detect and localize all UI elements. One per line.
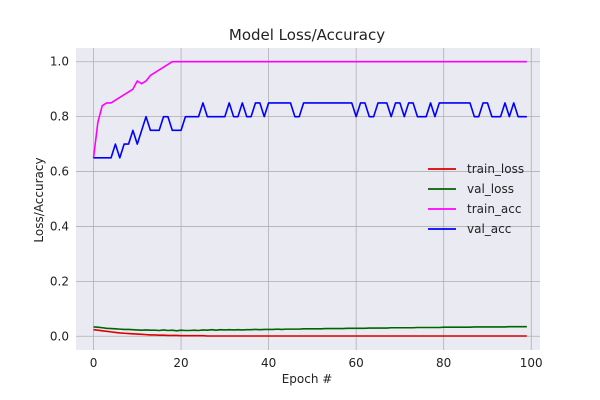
y-tick-label: 0.6 — [50, 165, 69, 179]
x-tick-label: 0 — [90, 356, 98, 370]
y-axis-label: Loss/Accuracy — [32, 157, 46, 242]
chart-title: Model Loss/Accuracy — [229, 26, 385, 44]
series-line-val-acc — [93, 102, 527, 159]
legend: train_loss val_loss train_acc val_acc — [428, 162, 524, 236]
y-tick-label: 0.8 — [50, 110, 69, 124]
legend-label-train-loss: train_loss — [467, 162, 524, 176]
x-axis-ticks: 0 20 40 60 80 100 — [90, 356, 543, 370]
legend-label-train-acc: train_acc — [467, 202, 521, 216]
grid — [76, 48, 540, 350]
legend-label-val-loss: val_loss — [467, 182, 514, 196]
plot-area — [76, 48, 540, 350]
x-tick-label: 20 — [173, 356, 188, 370]
legend-label-val-acc: val_acc — [467, 222, 511, 236]
series-line-val-loss — [93, 325, 527, 332]
series-lines — [92, 60, 527, 337]
series-line-train-loss — [93, 328, 527, 337]
y-tick-label: 1.0 — [50, 55, 69, 69]
x-tick-label: 80 — [436, 356, 451, 370]
series-line-train-acc — [92, 60, 527, 158]
y-tick-label: 0.2 — [50, 274, 69, 288]
y-tick-label: 0.0 — [50, 329, 69, 343]
x-axis-label: Epoch # — [282, 372, 333, 386]
x-tick-label: 40 — [261, 356, 276, 370]
y-axis-ticks: 0.0 0.2 0.4 0.6 0.8 1.0 — [50, 55, 69, 344]
x-tick-label: 60 — [349, 356, 364, 370]
y-tick-label: 0.4 — [50, 219, 69, 233]
x-tick-label: 100 — [520, 356, 543, 370]
